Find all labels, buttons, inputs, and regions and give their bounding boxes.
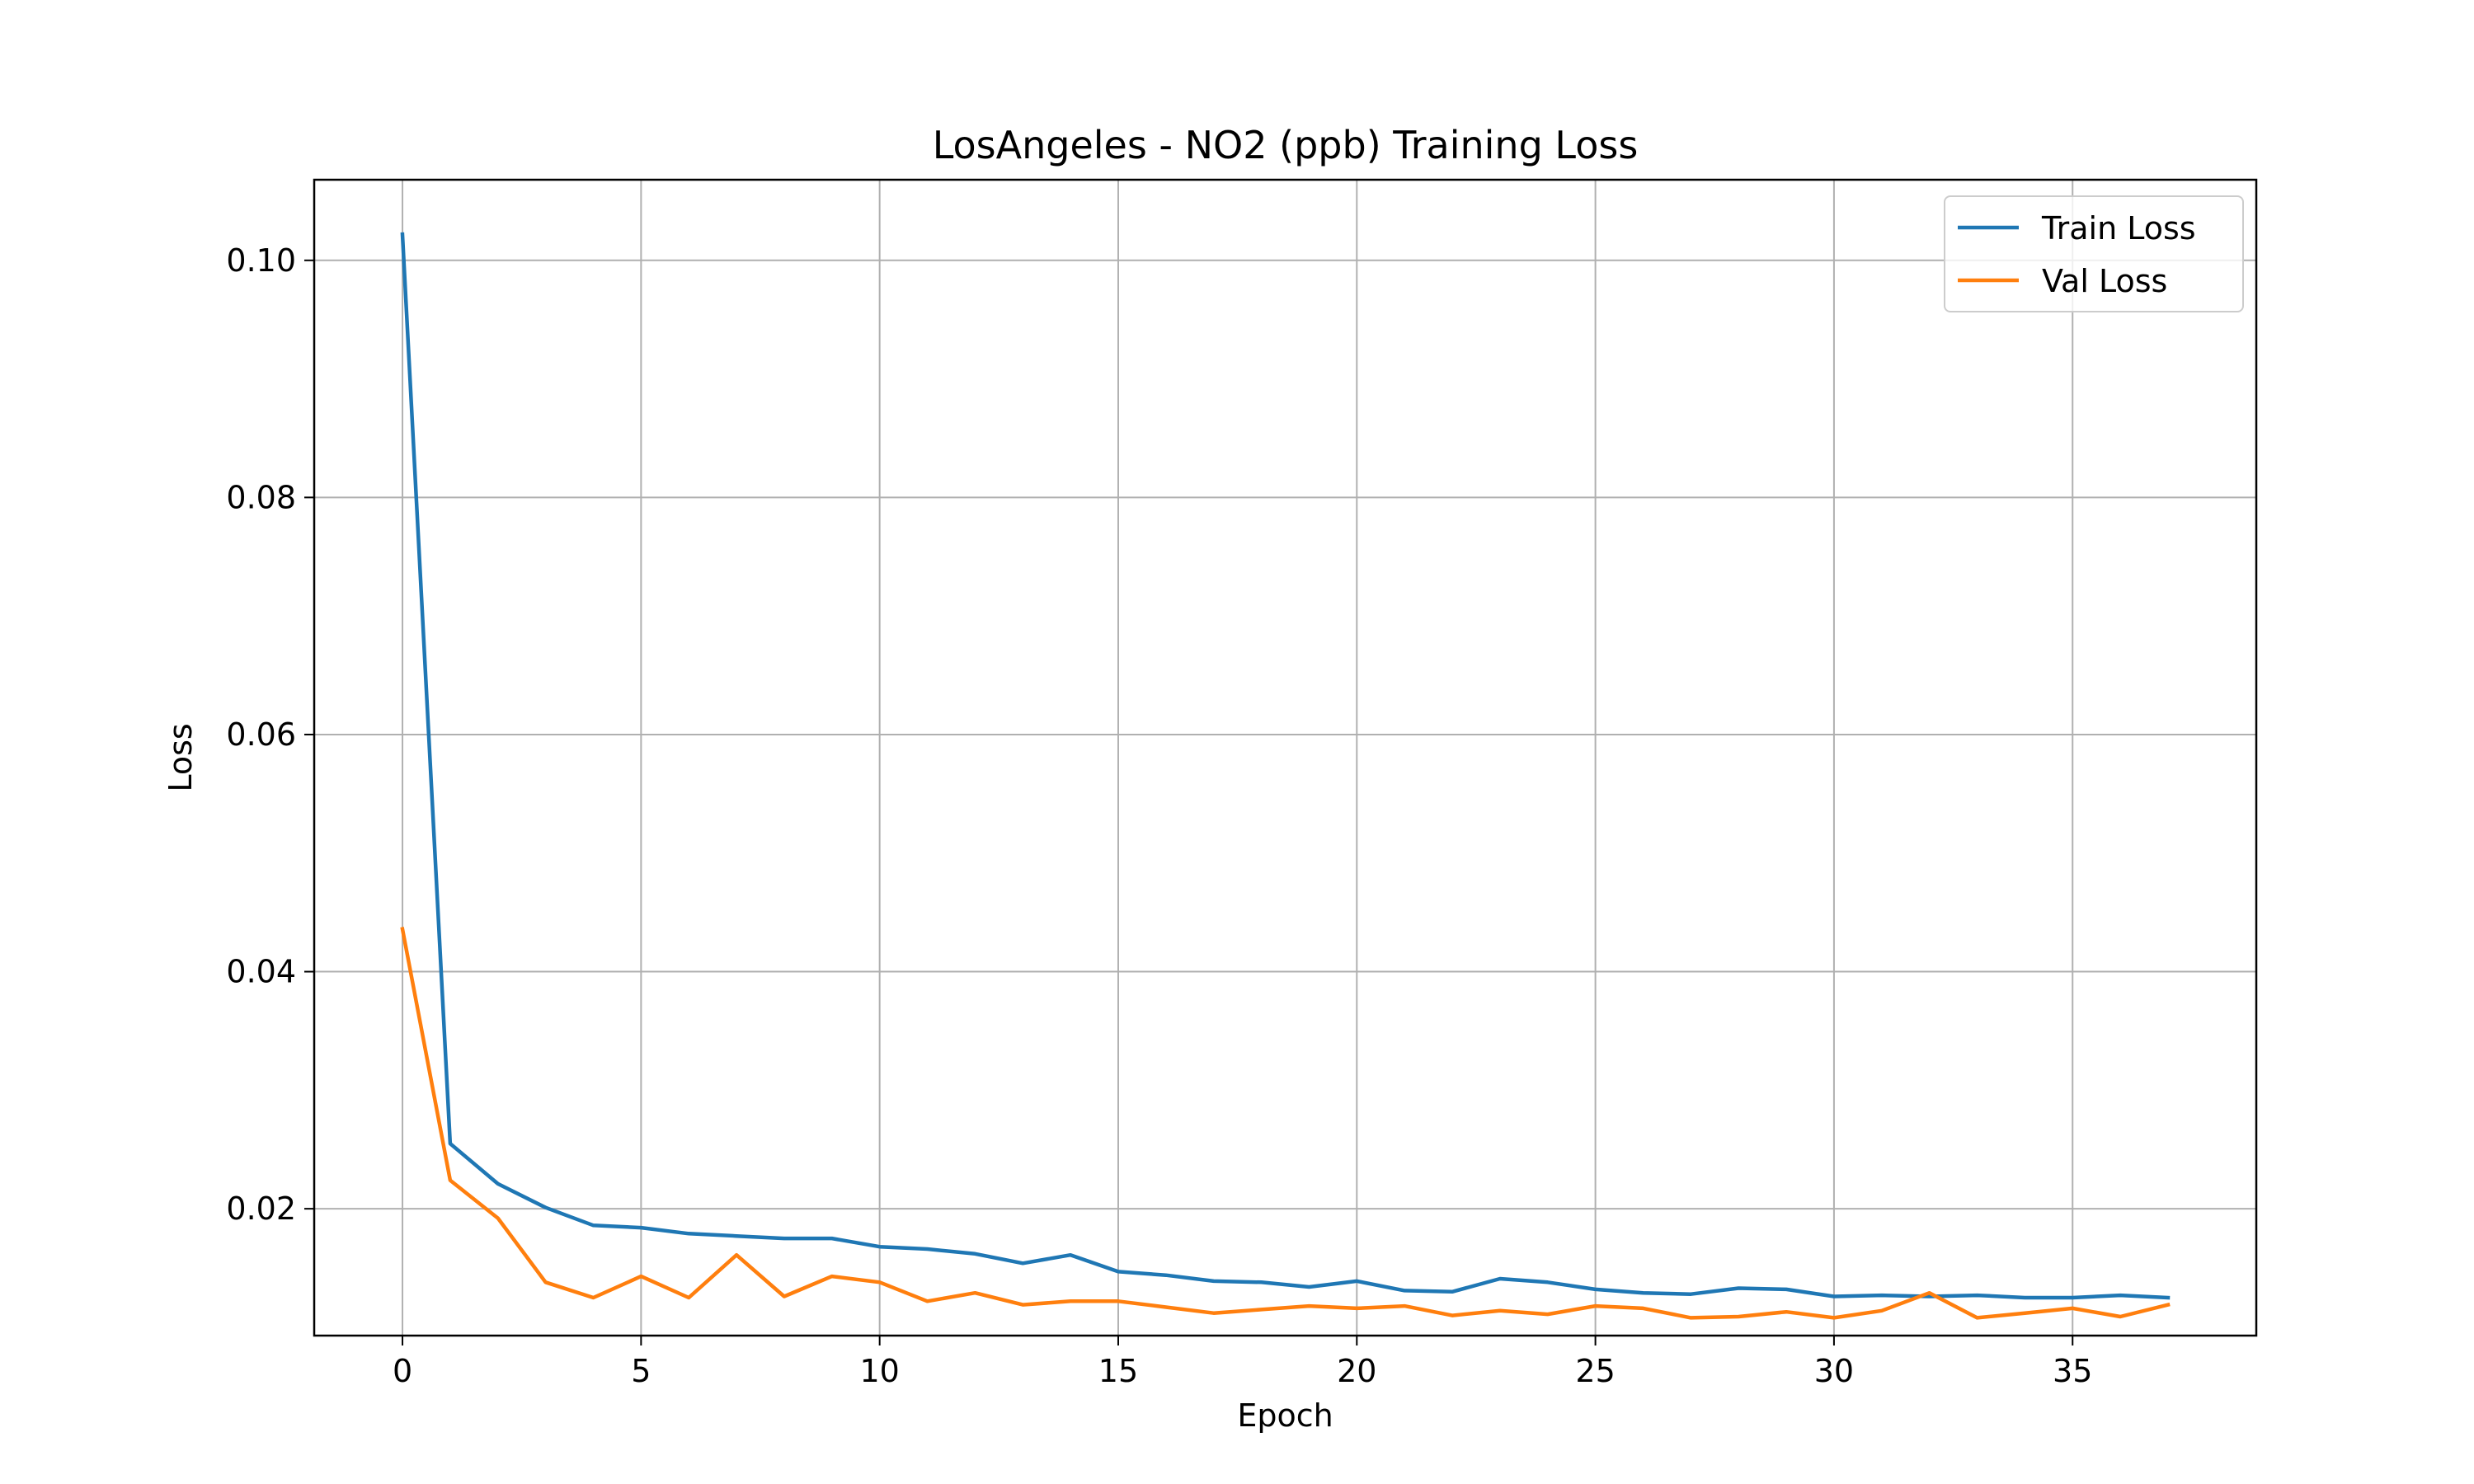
y-tick-label: 0.02 xyxy=(226,1190,296,1227)
x-tick-label: 0 xyxy=(393,1353,412,1389)
y-axis-label: Loss xyxy=(162,723,199,791)
legend-label: Train Loss xyxy=(2041,210,2196,247)
y-tick-label: 0.06 xyxy=(226,716,296,753)
legend-label: Val Loss xyxy=(2042,263,2167,299)
series-line-val-loss xyxy=(400,927,2171,1320)
x-tick-label: 20 xyxy=(1337,1353,1376,1389)
x-tick-label: 35 xyxy=(2053,1353,2092,1389)
series-lines xyxy=(400,232,2171,1320)
series-line-train-loss xyxy=(400,232,2171,1300)
plot-frame xyxy=(313,178,2258,1337)
x-axis-label: Epoch xyxy=(1237,1397,1333,1434)
legend: Train Loss Val Loss xyxy=(1944,195,2244,312)
chart-title: LosAngeles - NO2 (ppb) Training Loss xyxy=(933,123,1639,167)
x-tick-label: 10 xyxy=(859,1353,899,1389)
axis-ticks: 0 5 10 15 20 25 30 35 0.02 0.04 0.06 0.08 0.10 xyxy=(226,242,2092,1389)
x-tick-label: 30 xyxy=(1814,1353,1854,1389)
legend-box xyxy=(1944,195,2244,312)
x-tick-label: 5 xyxy=(631,1353,651,1389)
y-tick-label: 0.10 xyxy=(226,242,296,279)
x-tick-label: 15 xyxy=(1098,1353,1138,1389)
x-tick-label: 25 xyxy=(1575,1353,1615,1389)
y-tick-label: 0.04 xyxy=(226,954,296,990)
grid xyxy=(314,180,2256,1336)
y-tick-label: 0.08 xyxy=(226,479,296,515)
